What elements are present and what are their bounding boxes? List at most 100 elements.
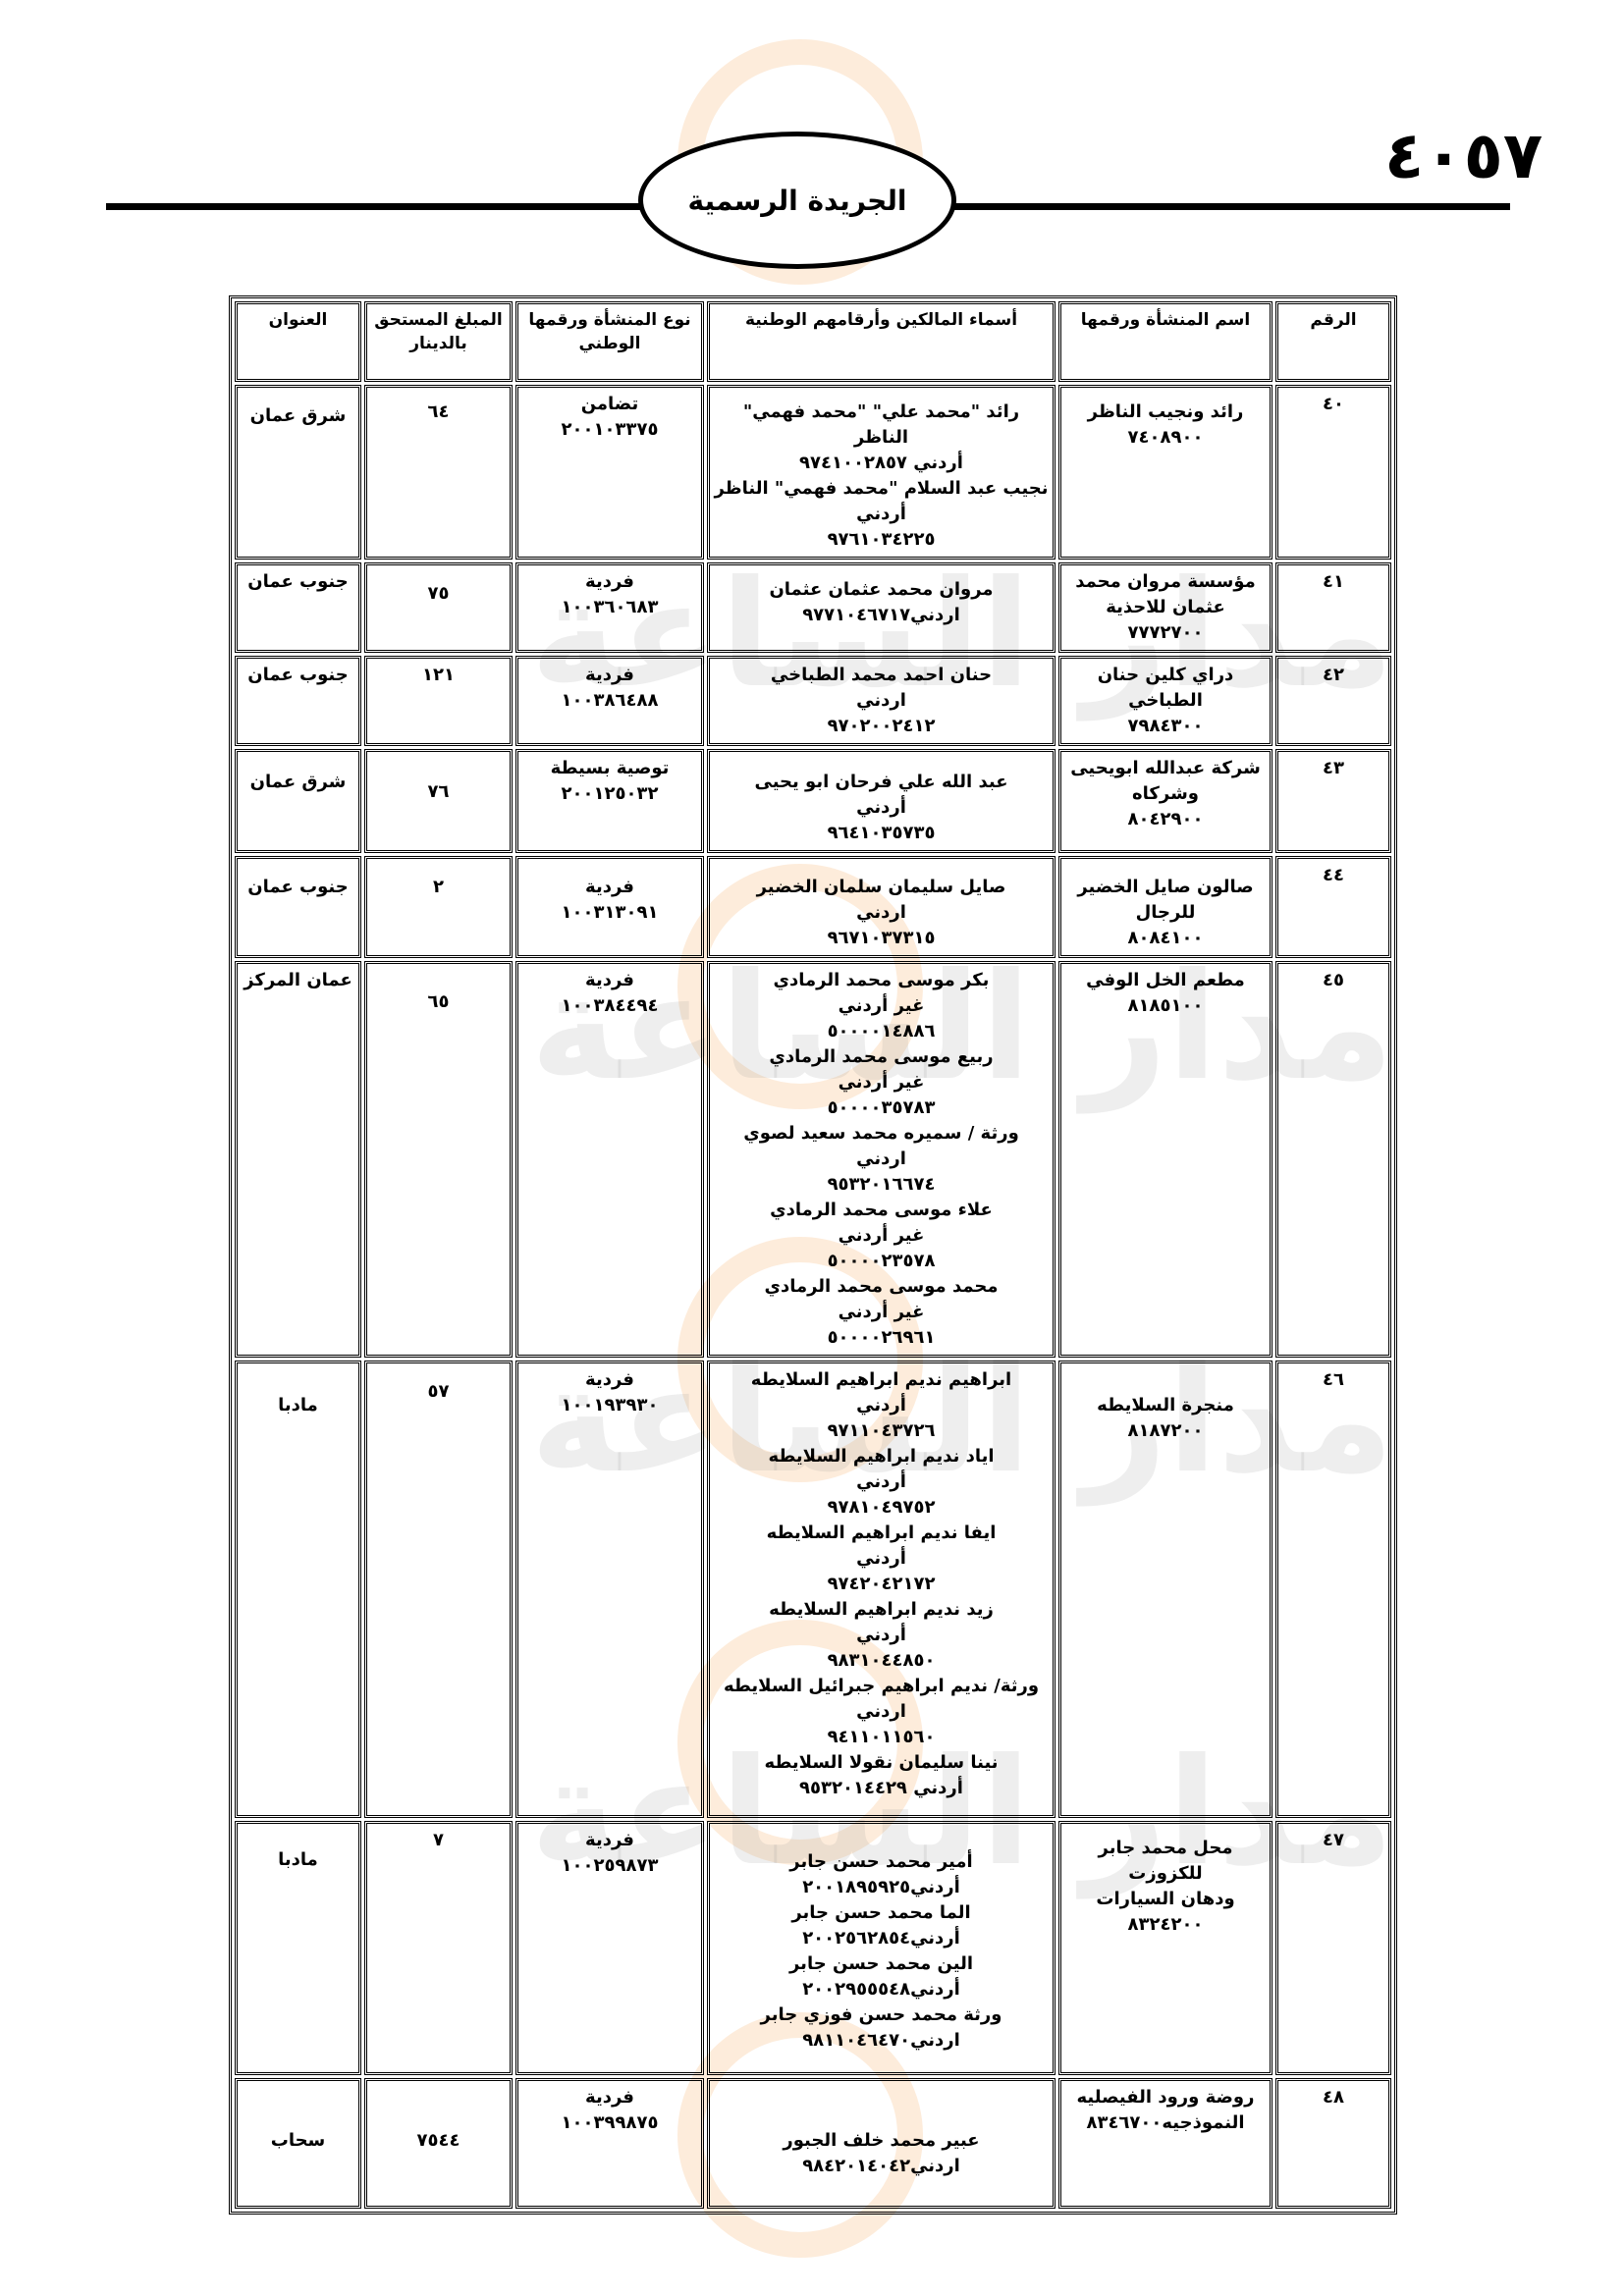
- establishment-cell: منجرة السلايطه ٨١٨٧٢٠٠: [1058, 1361, 1272, 1818]
- owner-line: أردني: [856, 504, 906, 524]
- amount-cell: ٥٧: [364, 1361, 513, 1818]
- type-line: ١٠٠٣٨٦٤٨٨: [561, 690, 659, 711]
- type-line: فردية: [585, 970, 634, 990]
- row-number-cell: ٤٤: [1275, 856, 1391, 958]
- owner-line: مروان محمد عثمان عثمان: [769, 579, 994, 600]
- address: مادبا: [278, 1849, 318, 1870]
- row-number: ٤٣: [1323, 758, 1344, 778]
- owner-line: اردني: [856, 1701, 906, 1722]
- amount-due: ٦٥: [427, 991, 450, 1012]
- owners-cell: حنان احمد محمد الطباخي اردني ٩٧٠٢٠٠٢٤١٢: [707, 656, 1056, 746]
- owner-line: اردني: [856, 1148, 906, 1169]
- address: جنوب عمان: [247, 571, 349, 592]
- owner-line: اياد نديم ابراهيم السلايطه: [768, 1446, 995, 1467]
- amount-due: ٧٥٤٤: [416, 2130, 460, 2151]
- type-line: توصية بسيطة: [550, 758, 670, 778]
- amount-due: ٧٥: [427, 583, 450, 604]
- owner-line: اردني: [856, 690, 906, 711]
- owner-line: عبير محمد خلف الجبور: [783, 2130, 980, 2151]
- establishment-line: عثمان للاحذية: [1106, 597, 1225, 617]
- row-number-cell: ٤٦: [1275, 1361, 1391, 1818]
- owner-line: غير أردني: [838, 1302, 925, 1322]
- establishment-line: رائد ونجيب الناظر: [1087, 401, 1244, 422]
- table-row: ٤٨ روضة ورود الفيصليه النموذجيه٨٣٤٦٧٠٠ عبير…: [235, 2078, 1391, 2209]
- type-line: ١٠٠٣٩٩٨٧٥: [561, 2112, 659, 2133]
- address: سحاب: [270, 2130, 326, 2151]
- owner-line: ٥٠٠٠٠٢٣٥٧٨: [827, 1251, 936, 1271]
- type-line: ١٠٠٣١٣٠٩١: [561, 902, 659, 923]
- table-row: ٤٠ رائد ونجيب الناظر ٧٤٠٨٩٠٠ رائد "محمد علي…: [235, 385, 1391, 560]
- owners-cell: ابراهيم نديم ابراهيم السلايطه أردني ٩٧١١٠٤…: [707, 1361, 1056, 1818]
- row-number-cell: ٤٢: [1275, 656, 1391, 746]
- establishment-cell: روضة ورود الفيصليه النموذجيه٨٣٤٦٧٠٠: [1058, 2078, 1272, 2209]
- amount-due: ٦٤: [427, 401, 450, 422]
- row-number: ٤٥: [1323, 970, 1344, 990]
- row-number: ٤٦: [1323, 1369, 1344, 1390]
- establishment-line: محل محمد جابر للكزوزت: [1098, 1838, 1233, 1884]
- row-number: ٤٧: [1323, 1830, 1344, 1850]
- address: جنوب عمان: [247, 877, 349, 897]
- establishment-line: منجرة السلايطه: [1097, 1395, 1234, 1415]
- establishment-cell: صالون صايل الخضير للرجال ٨٠٨٤١٠٠: [1058, 856, 1272, 958]
- owner-line: أردني ٩٥٣٢٠١٤٤٢٩: [799, 1778, 963, 1798]
- owner-line: زيد نديم ابراهيم السلايطه: [769, 1599, 994, 1620]
- type-cell: فردية ١٠٠٣٨٤٤٩٤: [515, 961, 704, 1358]
- amount-due: ٢: [433, 877, 444, 897]
- establishment-cell: رائد ونجيب الناظر ٧٤٠٨٩٠٠: [1058, 385, 1272, 560]
- amount-cell: ٦٥: [364, 961, 513, 1358]
- owner-line: اردني٩٧٧١٠٤٦٧١٧: [802, 605, 960, 625]
- owner-line: نينا سليمان نقولا السلايطه: [764, 1752, 999, 1773]
- gazette-title-oval: الجريدة الرسمية: [638, 132, 956, 269]
- establishment-cell: دراي كلين حنان الطباخي ٧٩٨٤٣٠٠: [1058, 656, 1272, 746]
- establishment-line: ٨٣٢٤٢٠٠: [1127, 1914, 1204, 1935]
- type-line: فردية: [585, 665, 634, 685]
- owner-line: الين محمد حسن جابر: [788, 1953, 974, 1974]
- type-line: ١٠٠٣٦٠٦٨٣: [561, 597, 659, 617]
- row-number: ٤٨: [1323, 2087, 1344, 2108]
- amount-cell: ٧٦: [364, 749, 513, 853]
- amount-cell: ٦٤: [364, 385, 513, 560]
- owner-line: علاء موسى محمد الرمادي: [770, 1200, 993, 1220]
- owner-line: ورثة / سميره محمد سعيد لصوي: [743, 1123, 1019, 1144]
- type-cell: فردية ١٠٠٣٨٦٤٨٨: [515, 656, 704, 746]
- address-cell: شرق عمان: [235, 749, 361, 853]
- owner-line: غير أردني: [838, 1225, 925, 1246]
- establishment-line: ٨١٨٥١٠٠: [1127, 995, 1204, 1016]
- establishment-line: للرجال: [1135, 902, 1196, 923]
- owner-line: أردني٢٠٠٢٥٦٢٨٥٤: [802, 1928, 960, 1949]
- owner-line: صايل سليمان سلمان الخضير: [756, 877, 1006, 897]
- gazette-title: الجريدة الرسمية: [687, 184, 907, 217]
- address-cell: سحاب: [235, 2078, 361, 2209]
- owner-line: أردني: [856, 1471, 906, 1492]
- row-number-cell: ٤١: [1275, 562, 1391, 653]
- owners-cell: بكر موسى محمد الرمادي غير أردني ٥٠٠٠٠١٤٨٨٦…: [707, 961, 1056, 1358]
- type-line: تضامن: [580, 394, 639, 414]
- row-number-cell: ٤٥: [1275, 961, 1391, 1358]
- establishment-line: ٨٠٤٢٩٠٠: [1127, 809, 1204, 829]
- type-cell: فردية ١٠٠٣٩٩٨٧٥: [515, 2078, 704, 2209]
- type-cell: تضامن ٢٠٠١٠٣٣٧٥: [515, 385, 704, 560]
- row-number-cell: ٤٨: [1275, 2078, 1391, 2209]
- type-line: فردية: [585, 1369, 634, 1390]
- owner-line: الما محمد حسن جابر: [791, 1902, 971, 1923]
- owner-line: ايفا نديم ابراهيم السلايطه: [766, 1522, 997, 1543]
- owners-cell: رائد "محمد علي" "محمد فهمي" الناظر أردني …: [707, 385, 1056, 560]
- address-cell: مادبا: [235, 1821, 361, 2075]
- type-line: ١٠٠٢٥٩٨٧٣: [561, 1855, 659, 1876]
- owner-line: أردني ٩٧٤١٠٠٢٨٥٧: [799, 453, 963, 473]
- amount-due: ١٢١: [422, 665, 455, 685]
- owner-line: ابراهيم نديم ابراهيم السلايطه: [750, 1369, 1012, 1390]
- owner-line: ٩٧١١٠٤٣٧٢٦: [827, 1420, 936, 1441]
- owner-line: ٩٧٠٢٠٠٢٤١٢: [827, 716, 936, 736]
- owner-line: غير أردني: [838, 995, 925, 1016]
- type-line: ٢٠٠١٢٥٠٣٢: [561, 783, 659, 804]
- establishment-line: ٧٧٧٢٧٠٠: [1127, 622, 1204, 643]
- row-number-cell: ٤٣: [1275, 749, 1391, 853]
- address-cell: جنوب عمان: [235, 562, 361, 653]
- owner-line: رائد "محمد علي" "محمد فهمي" الناظر: [742, 401, 1020, 448]
- establishment-line: دراي كلين حنان الطباخي: [1097, 665, 1234, 711]
- owner-line: أردني: [856, 1548, 906, 1569]
- amount-due: ٧٦: [427, 781, 450, 802]
- establishment-line: وشركاه: [1132, 783, 1199, 804]
- establishment-cell: مؤسسة مروان محمد عثمان للاحذية ٧٧٧٢٧٠٠: [1058, 562, 1272, 653]
